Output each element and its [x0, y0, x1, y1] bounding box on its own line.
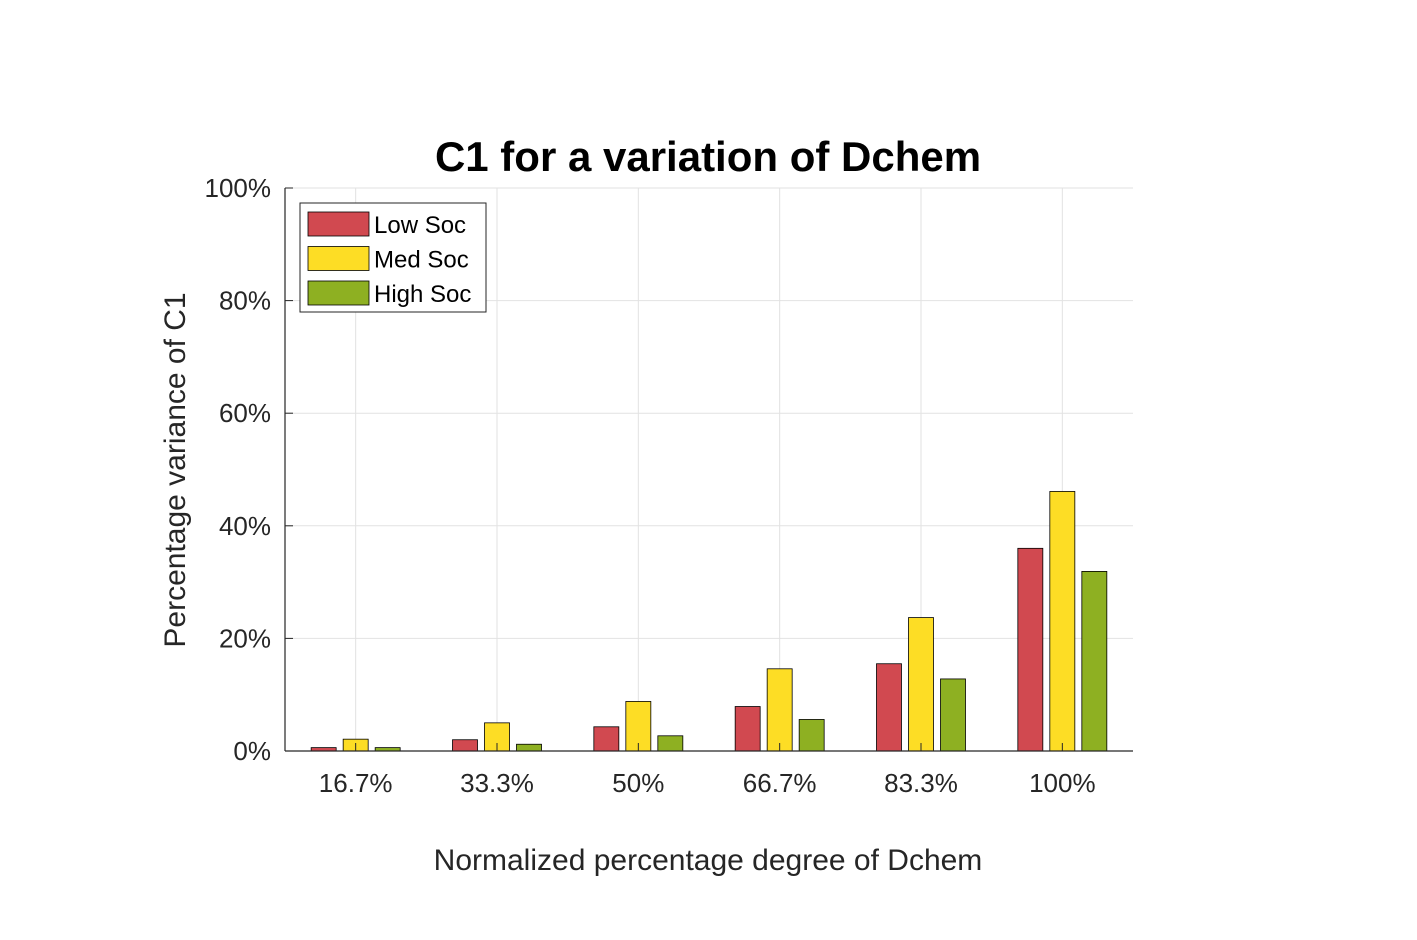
legend-swatch [307, 246, 370, 271]
x-tick-label: 50% [612, 768, 664, 798]
x-tick-label: 16.7% [319, 768, 393, 798]
legend-label: Low Soc [374, 212, 466, 239]
y-tick-label: 0% [233, 736, 271, 766]
legend-swatch [307, 280, 370, 306]
x-tick-label: 100% [1029, 768, 1096, 798]
bar-low-soc [734, 706, 761, 752]
x-axis-label: Normalized percentage degree of Dchem [434, 844, 983, 877]
bar-high-soc [516, 743, 542, 752]
tick-labels: 0% 20% 40% 60% 80% 100% 16.7% 33.3% 50% 66.7% 83.3… [205, 173, 1096, 798]
x-tick-label: 83.3% [884, 768, 958, 798]
grid-lines [285, 187, 1133, 752]
y-tick-label: 80% [219, 286, 271, 316]
legend: Low Soc Med Soc High Soc [299, 202, 487, 313]
legend-label: High Soc [374, 281, 471, 308]
bar-high-soc [798, 719, 825, 752]
bar-med-soc [766, 668, 793, 752]
bar-low-soc [452, 739, 478, 752]
legend-swatch [307, 211, 370, 237]
chart-title: C1 for a variation of Dchem [435, 133, 981, 180]
bar-high-soc [657, 735, 684, 752]
y-axis-label: Percentage variance of C1 [159, 292, 192, 647]
legend-label: Med Soc [374, 247, 469, 274]
x-tick-label: 66.7% [743, 768, 817, 798]
x-tick-label: 33.3% [460, 768, 534, 798]
bar-med-soc [1049, 491, 1076, 752]
y-tick-label: 20% [219, 623, 271, 653]
axes [284, 187, 1133, 752]
bar-low-soc [1017, 547, 1044, 752]
y-tick-label: 100% [205, 173, 272, 203]
bar-low-soc [593, 726, 620, 752]
bar-med-soc [625, 701, 652, 752]
bar-high-soc [1081, 571, 1108, 752]
bars [310, 491, 1108, 752]
bar-med-soc [908, 617, 934, 752]
y-tick-label: 40% [219, 511, 271, 541]
y-tick-label: 60% [219, 398, 271, 428]
bar-high-soc [940, 678, 966, 752]
bar-low-soc [876, 663, 902, 752]
